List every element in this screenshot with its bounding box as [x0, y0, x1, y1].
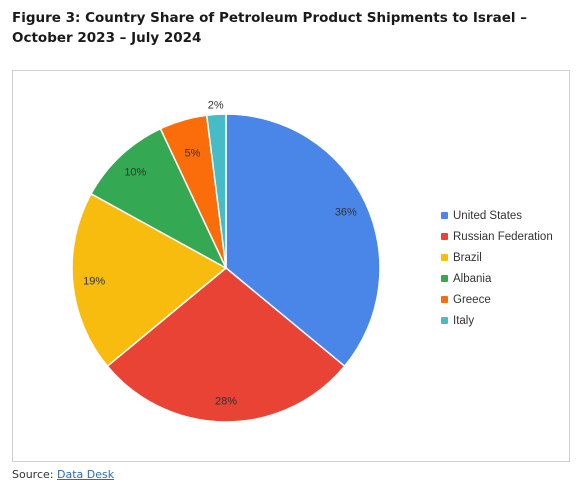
pie-slice-albania [90, 127, 228, 270]
chart-container: 36% 28% 19% 10% 5% 2% United States Russian Fe… [12, 70, 570, 462]
legend-item-albania: Albania [441, 268, 553, 289]
slice-label-united-states: 36% [335, 207, 357, 219]
legend-label: Greece [453, 293, 491, 306]
pie-slice-united-states [225, 113, 381, 368]
legend-item-brazil: Brazil [441, 247, 553, 268]
legend-swatch [441, 233, 448, 240]
legend-swatch [441, 275, 448, 282]
legend-item-russian-federation: Russian Federation [441, 226, 553, 247]
chart-legend: United States Russian Federation Brazil Alb… [441, 205, 553, 331]
slice-label-albania: 10% [124, 166, 146, 178]
source-link[interactable]: Data Desk [56, 468, 115, 481]
legend-label: United States [453, 209, 523, 222]
source-prefix: Source: [12, 468, 57, 481]
legend-item-united-states: United States [441, 205, 553, 226]
source-line: Source: Data Desk [12, 468, 114, 481]
legend-swatch [441, 317, 448, 324]
slice-label-brazil: 19% [83, 275, 105, 287]
pie-slice-italy [205, 113, 227, 269]
pie-slice-brazil [71, 192, 228, 368]
figure-title: Figure 3: Country Share of Petroleum Pro… [12, 10, 527, 46]
slice-label-russian-federation: 28% [215, 395, 237, 407]
legend-swatch [441, 254, 448, 261]
slice-label-greece: 5% [185, 148, 201, 160]
slice-label-italy: 2% [208, 99, 224, 111]
legend-swatch [441, 296, 448, 303]
pie-slice-russian-federation [106, 267, 346, 423]
legend-label: Albania [453, 272, 492, 285]
legend-swatch [441, 212, 448, 219]
legend-label: Brazil [453, 251, 482, 264]
pie-chart: 36% 28% 19% 10% 5% 2% [71, 99, 381, 423]
legend-label: Italy [453, 314, 475, 327]
legend-item-greece: Greece [441, 289, 553, 310]
legend-item-italy: Italy [441, 310, 553, 331]
legend-label: Russian Federation [453, 230, 553, 243]
